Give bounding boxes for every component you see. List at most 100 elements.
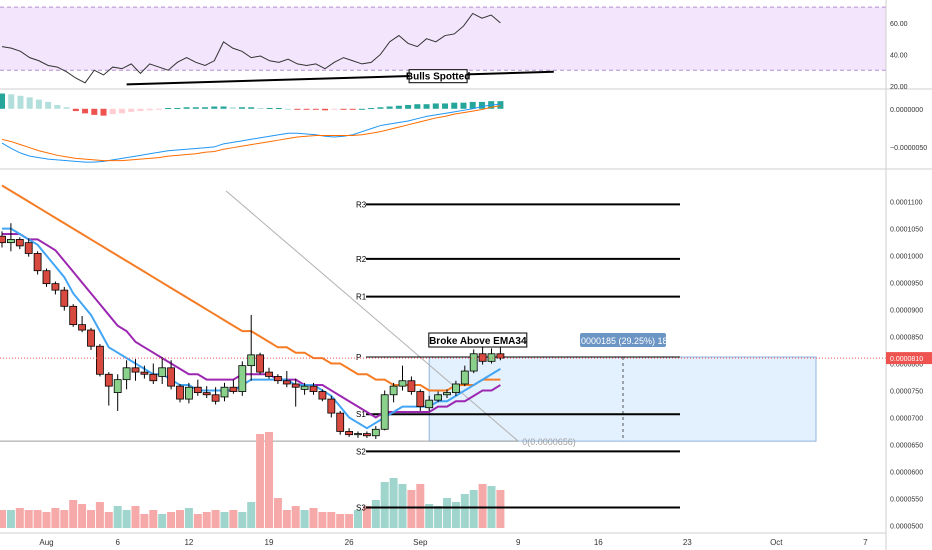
volume-bar [291, 506, 300, 528]
macd-histogram-bar [220, 106, 227, 109]
x-tick-label: 26 [345, 538, 354, 547]
pivot-label-r2: R2 [356, 255, 367, 264]
candle-body [113, 379, 122, 394]
volume-bar [318, 512, 327, 528]
candle-body [362, 433, 371, 437]
macd-histogram-bar [275, 108, 282, 110]
rsi-y-tick: 60.00 [890, 21, 908, 28]
volume-bar [469, 490, 478, 528]
candle-body [238, 365, 247, 392]
pivot-label-r3: R3 [356, 200, 367, 209]
candle-body [425, 399, 434, 409]
candle-body [69, 305, 78, 326]
candle-body [42, 270, 51, 285]
candle-body [273, 376, 282, 382]
volume-bar [407, 490, 416, 528]
candle-body [149, 373, 158, 382]
price-y-tick: 0.0000850 [890, 335, 923, 342]
macd-histogram-bar [174, 108, 181, 110]
candle-body [51, 283, 60, 291]
macd-histogram-bar [285, 108, 292, 110]
volume-bar [51, 508, 60, 528]
y-axis: 60.00 40.00 20.00 0.0000000 −0.0000050 0.0001… [885, 0, 932, 550]
volume-bar [211, 510, 220, 528]
macd-histogram-bar [0, 93, 5, 109]
volume-bar [478, 484, 487, 528]
candle-body [300, 385, 309, 390]
rsi-divergence-line [126, 70, 554, 86]
candle-body [33, 253, 42, 272]
volume-bar [451, 502, 460, 528]
x-tick-label: 7 [863, 538, 868, 547]
volume-bar [167, 512, 176, 528]
volume-bar [389, 478, 398, 528]
volume-bar [104, 512, 113, 528]
volume-bar [193, 514, 202, 528]
candle-body [15, 239, 24, 247]
x-tick-label: Sep [413, 538, 428, 547]
candle-body [469, 353, 478, 372]
candle-body [131, 367, 140, 373]
macd-histogram-bar [8, 94, 15, 109]
volume-bar [149, 510, 158, 528]
macd-histogram-bar [405, 104, 412, 109]
volume-bar [202, 512, 211, 528]
price-y-tick: 0.0000750 [890, 388, 923, 395]
candle-body [309, 385, 318, 392]
volume-bar [371, 500, 380, 528]
macd-signal-line [1, 105, 501, 162]
macd-histogram-bar [358, 108, 365, 110]
x-tick-label: 9 [516, 538, 521, 547]
volume-bar [265, 432, 273, 528]
candle-body [416, 391, 425, 408]
candle-body [24, 242, 33, 254]
volume-bar [362, 506, 371, 528]
volume-bar [122, 510, 131, 528]
macd-histogram-bar [82, 108, 89, 114]
candle-body [256, 354, 265, 373]
macd-histogram-bar [322, 108, 329, 111]
macd-histogram-bar [192, 107, 199, 109]
macd-histogram-bar [100, 108, 107, 116]
macd-histogram-bar [118, 108, 125, 114]
x-tick-label: 16 [594, 538, 603, 547]
volume-bar [131, 506, 140, 528]
volume-bar [33, 510, 42, 528]
volume-bar [273, 498, 282, 528]
candle-body [389, 385, 398, 396]
pivot-label-p: P [356, 353, 361, 362]
macd-histogram-bar [451, 102, 458, 109]
candle-body [407, 380, 416, 392]
price-y-tick: 0.0001000 [890, 254, 923, 261]
price-y-tick: 0.0000550 [890, 496, 923, 503]
macd-histogram-bar [45, 101, 52, 109]
candle-body [434, 394, 443, 401]
volume-bar [176, 510, 184, 528]
candle-body [0, 235, 6, 244]
price-y-tick: 0.0001100 [890, 200, 923, 207]
candle-body [96, 345, 104, 375]
bulls-spotted-box [408, 69, 468, 84]
candle-body [158, 367, 167, 377]
macd-histogram-bar [146, 108, 153, 111]
candle-body [345, 431, 354, 436]
macd-histogram-bar [54, 104, 61, 109]
rsi-line [1, 12, 501, 84]
macd-histogram-bar [377, 107, 384, 109]
volume-bar [158, 514, 167, 528]
macd-histogram-bar [414, 104, 421, 109]
price-y-tick: 0.0000800 [890, 361, 923, 368]
volume-bar [60, 510, 69, 528]
macd-histogram-bar [238, 107, 245, 109]
volume-bar [282, 510, 291, 528]
rsi-y-tick: 20.00 [890, 84, 908, 91]
candle-body [336, 412, 345, 432]
macd-histogram-bar [349, 108, 356, 110]
x-tick-label: Aug [39, 538, 53, 547]
volume-bar [300, 510, 309, 528]
volume-bar [15, 508, 24, 528]
macd-histogram-bar [211, 106, 218, 109]
candle-body [7, 239, 15, 244]
candle-body [443, 392, 451, 396]
